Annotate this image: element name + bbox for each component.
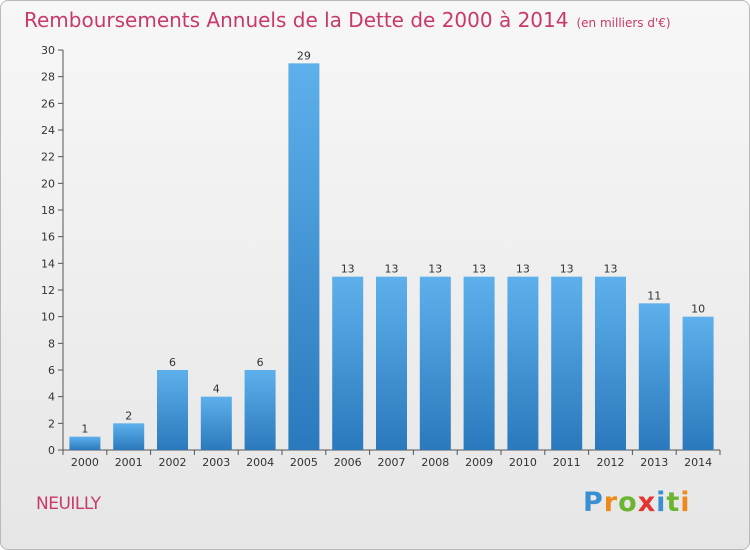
- bar-value-label: 13: [341, 263, 355, 276]
- x-tick-label: 2010: [509, 456, 537, 469]
- x-tick-label: 2008: [421, 456, 449, 469]
- bar-value-label: 2: [125, 409, 132, 422]
- bar-value-label: 13: [560, 263, 574, 276]
- bar: [288, 63, 320, 450]
- x-tick-label: 2005: [290, 456, 318, 469]
- bar: [507, 276, 539, 450]
- bar: [200, 396, 232, 450]
- x-tick-label: 2004: [246, 456, 274, 469]
- x-tick-label: 2000: [71, 456, 99, 469]
- bar: [682, 316, 714, 450]
- bar-value-label: 13: [428, 263, 442, 276]
- logo-letter: x: [637, 487, 657, 518]
- bar-value-label: 1: [81, 423, 88, 436]
- bar: [157, 370, 188, 450]
- bar: [244, 370, 276, 450]
- y-tick-label: 12: [41, 284, 55, 297]
- x-tick-label: 2009: [465, 456, 493, 469]
- y-tick-label: 20: [41, 177, 55, 190]
- bar-value-label: 13: [604, 263, 618, 276]
- bar-value-label: 6: [169, 356, 176, 369]
- bar-value-label: 13: [385, 263, 399, 276]
- bar-value-label: 13: [516, 263, 530, 276]
- logo-letter: P: [583, 487, 604, 518]
- bar: [376, 276, 407, 450]
- bar-value-label: 6: [257, 356, 264, 369]
- x-tick-label: 2013: [640, 456, 668, 469]
- logo-letter: t: [666, 487, 681, 518]
- bar-value-label: 10: [691, 303, 705, 316]
- logo-letter: r: [603, 487, 619, 518]
- y-tick-label: 24: [41, 124, 55, 137]
- bar: [419, 276, 451, 450]
- y-tick-label: 26: [41, 97, 55, 110]
- x-tick-label: 2002: [159, 456, 187, 469]
- x-tick-label: 2011: [553, 456, 581, 469]
- proxiti-logo: Proxiti: [583, 487, 691, 518]
- x-tick-label: 2012: [597, 456, 625, 469]
- chart-unit-note: (en milliers d'€): [576, 16, 671, 30]
- y-tick-label: 16: [41, 231, 55, 244]
- bar: [595, 276, 626, 450]
- y-tick-label: 4: [48, 391, 55, 404]
- x-tick-label: 2006: [334, 456, 362, 469]
- y-tick-label: 28: [41, 71, 55, 84]
- y-tick-label: 14: [41, 257, 55, 270]
- bar-value-label: 11: [647, 289, 661, 302]
- logo-letter: o: [618, 487, 638, 518]
- x-tick-label: 2014: [684, 456, 712, 469]
- y-tick-label: 0: [48, 444, 55, 457]
- y-tick-label: 10: [41, 311, 55, 324]
- y-tick-label: 2: [48, 417, 55, 430]
- chart-title-text: Remboursements Annuels de la Dette de 20…: [24, 8, 569, 32]
- y-tick-label: 18: [41, 204, 55, 217]
- x-tick-label: 2001: [115, 456, 143, 469]
- logo-letter: i: [656, 487, 667, 518]
- bar: [332, 276, 364, 450]
- bar: [551, 276, 583, 450]
- y-tick-label: 6: [48, 364, 55, 377]
- bar: [69, 436, 101, 450]
- y-tick-label: 8: [48, 337, 55, 350]
- y-tick-label: 22: [41, 151, 55, 164]
- y-tick-label: 30: [41, 44, 55, 57]
- bar-value-label: 4: [213, 383, 220, 396]
- bar-value-label: 13: [472, 263, 486, 276]
- bar: [463, 276, 495, 450]
- commune-name: NEUILLY: [36, 494, 101, 514]
- x-tick-label: 2007: [378, 456, 406, 469]
- chart-title: Remboursements Annuels de la Dette de 20…: [24, 8, 671, 32]
- x-tick-label: 2003: [202, 456, 230, 469]
- bar-value-label: 29: [297, 49, 311, 62]
- logo-letter: i: [680, 487, 691, 518]
- bar: [113, 423, 145, 450]
- bar: [638, 303, 670, 450]
